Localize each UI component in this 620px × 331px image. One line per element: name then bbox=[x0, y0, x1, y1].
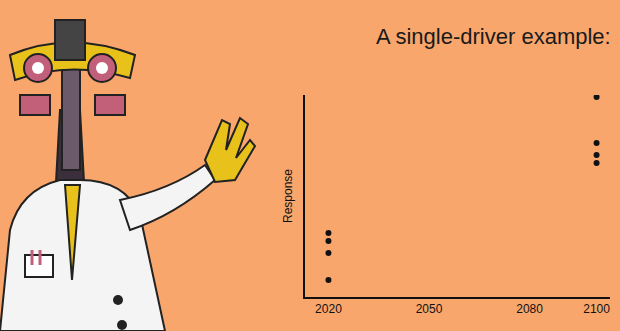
svg-text:A single-driver example:: A single-driver example: bbox=[376, 24, 611, 49]
svg-text:2080: 2080 bbox=[516, 302, 543, 316]
svg-text:2100: 2100 bbox=[583, 302, 610, 316]
svg-text:2020: 2020 bbox=[315, 302, 342, 316]
svg-text:2050: 2050 bbox=[416, 302, 443, 316]
svg-text:Response: Response bbox=[281, 169, 295, 223]
